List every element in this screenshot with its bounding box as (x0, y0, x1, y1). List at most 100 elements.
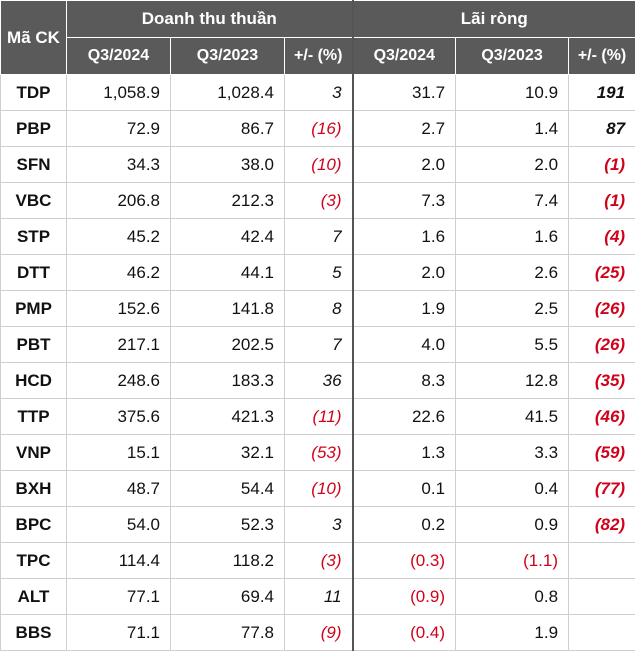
np-2023-cell: 2.0 (455, 146, 570, 183)
table-row: ALT 77.1 69.4 11 (0.9) 0.8 (0, 578, 635, 615)
rev-2024-cell: 77.1 (66, 578, 171, 615)
stock-code-cell: VNP (0, 434, 67, 471)
rev-change-cell: (16) (284, 110, 354, 147)
stock-code-cell: ALT (0, 578, 67, 615)
rev-2024-cell: 71.1 (66, 614, 171, 651)
rev-2024-cell: 15.1 (66, 434, 171, 471)
np-2023-cell: 3.3 (455, 434, 570, 471)
np-2023-cell: 2.5 (455, 290, 570, 327)
rev-2024-cell: 48.7 (66, 470, 171, 507)
np-change-cell: (25) (568, 254, 635, 291)
np-change-cell: (59) (568, 434, 635, 471)
np-2023-cell: (1.1) (455, 542, 570, 579)
rev-change-cell: 11 (284, 578, 354, 615)
np-2023-cell: 0.9 (455, 506, 570, 543)
financial-table: Mã CK Doanh thu thuần Lãi ròng Q3/2024 Q… (0, 0, 635, 651)
rev-2023-cell: 77.8 (170, 614, 285, 651)
np-2024-cell: 1.6 (352, 218, 457, 255)
stock-code-cell: DTT (0, 254, 67, 291)
table-row: TPC 114.4 118.2 (3) (0.3) (1.1) (0, 542, 635, 579)
rev-2023-cell: 141.8 (170, 290, 285, 327)
stock-code-cell: SFN (0, 146, 67, 183)
table-row: STP 45.2 42.4 7 1.6 1.6 (4) (0, 218, 635, 255)
np-2023-cell: 5.5 (455, 326, 570, 363)
np-2023-cell: 1.6 (455, 218, 570, 255)
rev-change-cell: (3) (284, 542, 354, 579)
rev-change-cell: (10) (284, 146, 354, 183)
rev-change-cell: 8 (284, 290, 354, 327)
stock-code-cell: BPC (0, 506, 67, 543)
np-change-cell: (35) (568, 362, 635, 399)
rev-2024-header: Q3/2024 (66, 37, 171, 75)
stock-code-cell: TDP (0, 74, 67, 111)
rev-2023-header: Q3/2023 (170, 37, 285, 75)
rev-2023-cell: 54.4 (170, 470, 285, 507)
np-change-cell: 87 (568, 110, 635, 147)
np-change-cell: (46) (568, 398, 635, 435)
rev-2024-cell: 206.8 (66, 182, 171, 219)
np-2023-cell: 0.4 (455, 470, 570, 507)
rev-change-cell: (9) (284, 614, 354, 651)
rev-change-cell: 5 (284, 254, 354, 291)
table-row: SFN 34.3 38.0 (10) 2.0 2.0 (1) (0, 146, 635, 183)
np-2024-cell: 1.9 (352, 290, 457, 327)
np-change-cell: (26) (568, 290, 635, 327)
table-row: VNP 15.1 32.1 (53) 1.3 3.3 (59) (0, 434, 635, 471)
table-row: TTP 375.6 421.3 (11) 22.6 41.5 (46) (0, 398, 635, 435)
rev-2023-cell: 44.1 (170, 254, 285, 291)
rev-2024-cell: 1,058.9 (66, 74, 171, 111)
stock-code-cell: BBS (0, 614, 67, 651)
np-2024-cell: (0.9) (352, 578, 457, 615)
rev-change-header: +/- (%) (283, 37, 354, 75)
rev-2023-cell: 118.2 (170, 542, 285, 579)
rev-change-cell: 3 (284, 506, 354, 543)
stock-code-cell: PMP (0, 290, 67, 327)
stock-code-cell: TTP (0, 398, 67, 435)
rev-2024-cell: 152.6 (66, 290, 171, 327)
np-2024-cell: 2.0 (352, 146, 457, 183)
stock-code-cell: BXH (0, 470, 67, 507)
np-2024-cell: 1.3 (352, 434, 457, 471)
rev-2024-cell: 54.0 (66, 506, 171, 543)
np-2024-cell: 22.6 (352, 398, 457, 435)
np-change-cell: (26) (568, 326, 635, 363)
np-2023-cell: 12.8 (455, 362, 570, 399)
np-change-cell (568, 578, 635, 615)
np-change-cell (568, 542, 635, 579)
table-row: HCD 248.6 183.3 36 8.3 12.8 (35) (0, 362, 635, 399)
stock-code-cell: HCD (0, 362, 67, 399)
rev-change-cell: (10) (284, 470, 354, 507)
np-2023-header: Q3/2023 (455, 37, 570, 75)
rev-2024-cell: 248.6 (66, 362, 171, 399)
revenue-group-header: Doanh thu thuần (65, 0, 354, 38)
table-body: TDP 1,058.9 1,028.4 3 31.7 10.9 191 PBP 72.9 86.7… (0, 74, 635, 651)
np-2023-cell: 2.6 (455, 254, 570, 291)
rev-2023-cell: 421.3 (170, 398, 285, 435)
rev-2023-cell: 42.4 (170, 218, 285, 255)
rev-2024-cell: 375.6 (66, 398, 171, 435)
np-2023-cell: 10.9 (455, 74, 570, 111)
np-2024-cell: 2.7 (352, 110, 457, 147)
table-row: BPC 54.0 52.3 3 0.2 0.9 (82) (0, 506, 635, 543)
np-change-header: +/- (%) (568, 37, 635, 75)
np-change-cell: (1) (568, 146, 635, 183)
np-change-cell: 191 (568, 74, 635, 111)
net-profit-group-header: Lãi ròng (352, 0, 635, 38)
rev-2023-cell: 1,028.4 (170, 74, 285, 111)
table-row: TDP 1,058.9 1,028.4 3 31.7 10.9 191 (0, 74, 635, 111)
rev-change-cell: 7 (284, 326, 354, 363)
rev-change-cell: 7 (284, 218, 354, 255)
rev-2024-cell: 72.9 (66, 110, 171, 147)
stock-code-cell: PBP (0, 110, 67, 147)
np-2024-cell: (0.4) (352, 614, 457, 651)
table-row: DTT 46.2 44.1 5 2.0 2.6 (25) (0, 254, 635, 291)
rev-2024-cell: 45.2 (66, 218, 171, 255)
np-2023-cell: 41.5 (455, 398, 570, 435)
rev-2023-cell: 212.3 (170, 182, 285, 219)
np-change-cell: (82) (568, 506, 635, 543)
np-change-cell: (1) (568, 182, 635, 219)
rev-change-cell: (3) (284, 182, 354, 219)
stock-code-cell: VBC (0, 182, 67, 219)
table-row: BXH 48.7 54.4 (10) 0.1 0.4 (77) (0, 470, 635, 507)
np-2023-cell: 7.4 (455, 182, 570, 219)
